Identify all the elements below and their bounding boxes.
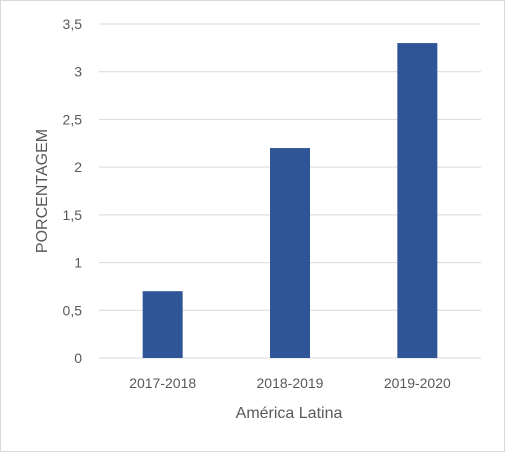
y-tick-label: 2,5: [63, 111, 83, 127]
y-tick-label: 0: [74, 350, 82, 366]
y-tick-label: 3,5: [63, 16, 83, 32]
x-tick-label: 2017-2018: [129, 375, 196, 391]
x-axis-label: América Latina: [236, 405, 343, 422]
y-tick-label: 1,5: [63, 207, 83, 223]
x-tick-label: 2018-2019: [257, 375, 324, 391]
bars: [142, 43, 438, 358]
y-tick-label: 3: [74, 64, 82, 80]
x-tick-label: 2019-2020: [384, 375, 451, 391]
bar: [270, 148, 310, 358]
x-axis-ticks: 2017-2018 2018-2019 2019-2020: [129, 375, 451, 391]
y-tick-label: 2: [74, 159, 82, 175]
y-tick-label: 0,5: [63, 302, 83, 318]
y-tick-label: 1: [74, 255, 82, 271]
y-axis-label: PORCENTAGEM: [34, 129, 51, 253]
bar: [142, 291, 183, 358]
bar: [397, 43, 438, 358]
y-axis-ticks: 0 0,5 1 1,5 2 2,5 3 3,5: [63, 16, 83, 366]
